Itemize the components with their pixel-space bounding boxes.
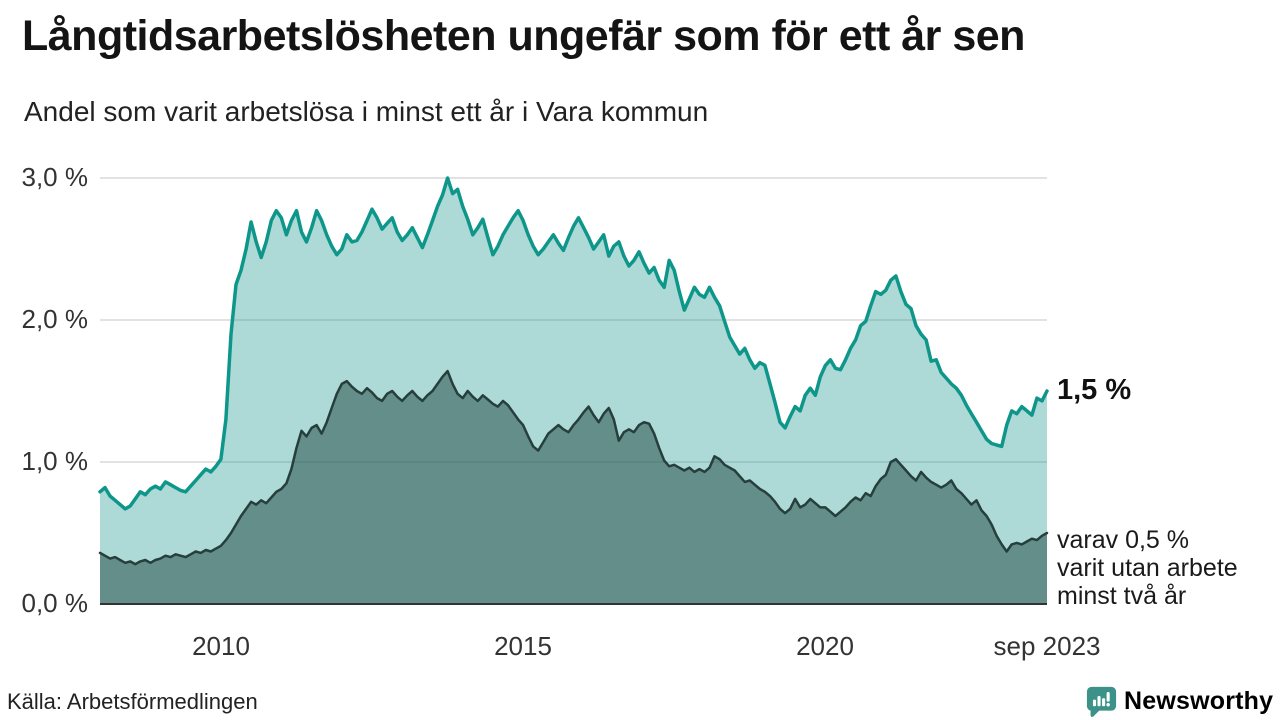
- newsworthy-logo[interactable]: Newsworthy: [1086, 685, 1273, 717]
- secondary-annotation-line: varit utan arbete: [1057, 554, 1238, 582]
- area-minst-tva-ar: [100, 371, 1047, 604]
- x-axis-tick-label: 2015: [494, 631, 552, 661]
- secondary-value-annotation: varav 0,5 % varit utan arbete minst två …: [1057, 526, 1238, 610]
- line-minst-tva-ar: [98, 369, 1049, 566]
- source-note: Källa: Arbetsförmedlingen: [7, 689, 258, 714]
- x-axis-tick-label: sep 2023: [993, 631, 1101, 661]
- y-axis-tick-label: 0,0 %: [21, 588, 89, 618]
- x-axis-tick-label: 2020: [796, 631, 854, 661]
- newsworthy-wordmark: Newsworthy: [1124, 686, 1274, 715]
- newsworthy-logo-icon: [1086, 686, 1117, 717]
- latest-value-label: 1,5 %: [1057, 374, 1132, 406]
- secondary-annotation-line: varav 0,5 %: [1057, 526, 1190, 554]
- y-axis-tick-label: 1,0 %: [21, 446, 89, 476]
- page-title: Långtidsarbetslösheten ungefär som för e…: [22, 12, 1025, 60]
- line-minst-ett-ar: [98, 176, 1049, 511]
- y-axis-tick-label: 2,0 %: [21, 304, 89, 334]
- x-axis-tick-label: 2010: [192, 631, 250, 661]
- y-axis-tick-label: 3,0 %: [21, 162, 89, 192]
- secondary-annotation-line: minst två år: [1057, 582, 1187, 610]
- page-subtitle: Andel som varit arbetslösa i minst ett å…: [24, 96, 709, 127]
